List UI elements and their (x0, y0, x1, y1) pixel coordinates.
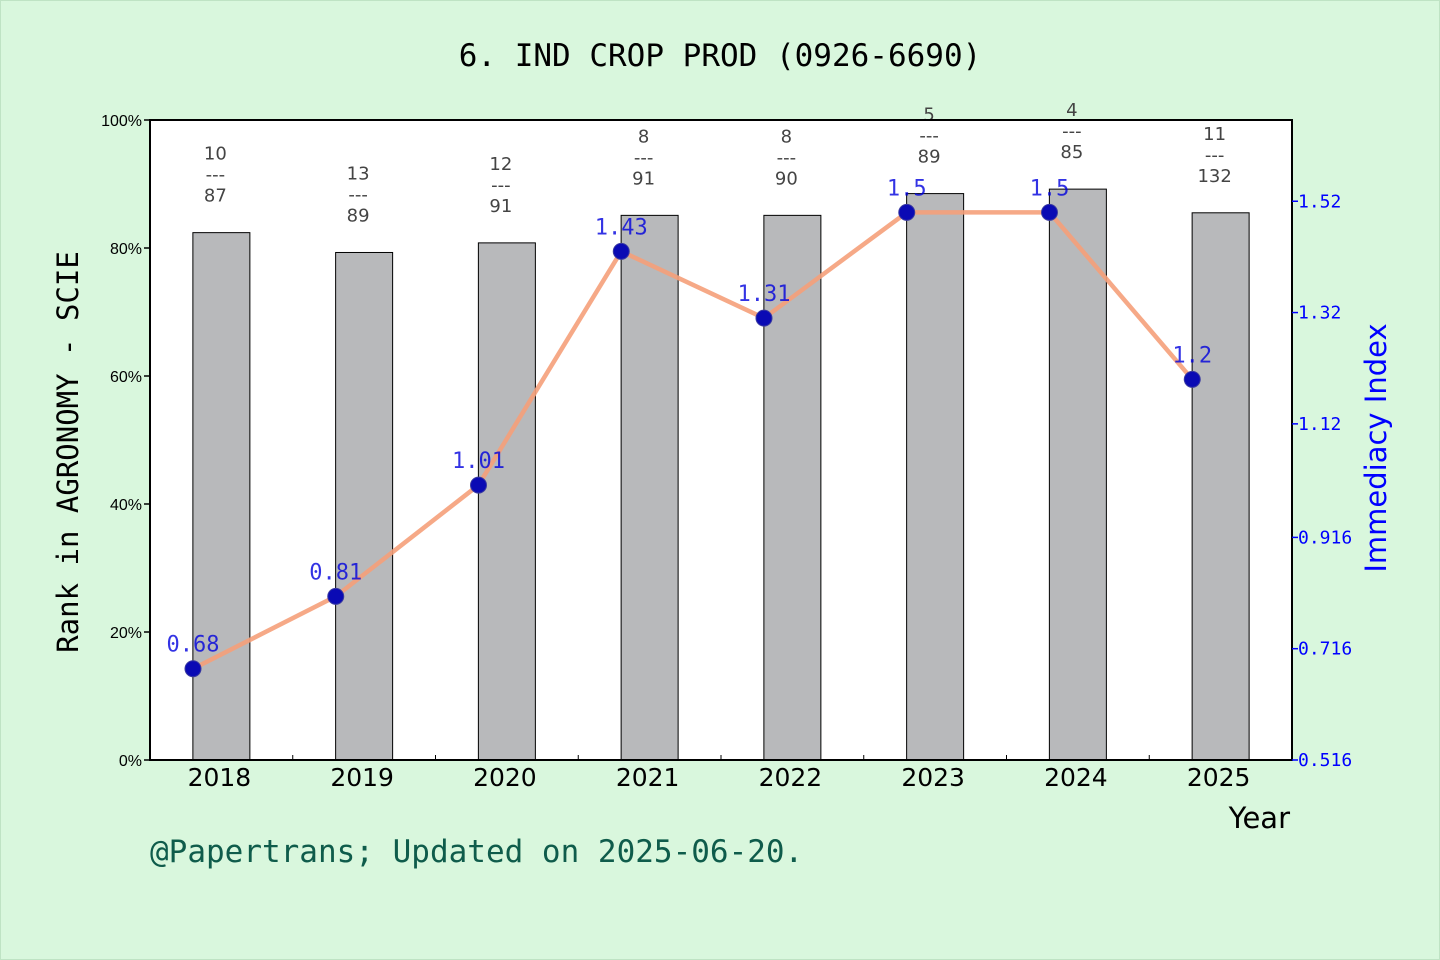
rank-total-2024: 85 (1060, 142, 1083, 163)
immediacy-labels: 0.68 0.81 1.01 1.43 1.31 1.5 1.5 1.2 (167, 176, 1213, 657)
line-series (191, 210, 1194, 671)
immediacy-label-2019: 0.81 (309, 560, 362, 585)
x-tick-label-2025: 2025 (1187, 763, 1251, 792)
rank-total-2019: 89 (347, 205, 370, 226)
rank-label-2021: 8 (638, 126, 649, 147)
bar-2019 (335, 251, 394, 761)
rank-label-2018: 10 (204, 144, 227, 165)
rank-separator-2022: --- (777, 147, 797, 168)
rank-label-2025: 11 (1203, 124, 1226, 145)
right-tick-label: 0.716 (1298, 639, 1352, 660)
rank-separator-2021: --- (634, 147, 654, 168)
rank-total-2021: 91 (632, 168, 655, 189)
rank-separator-2024: --- (1062, 121, 1082, 142)
x-tick-label-2020: 2020 (473, 763, 537, 792)
point-2021 (612, 242, 630, 260)
rank-total-2022: 90 (775, 168, 798, 189)
point-2025 (1183, 370, 1201, 388)
x-axis: 2018 2019 2020 2021 2022 2023 2024 2025 (188, 755, 1251, 792)
rank-label-2019: 13 (347, 163, 370, 184)
right-tick-label: 0.916 (1298, 527, 1352, 548)
line-points (184, 203, 1201, 678)
x-tick-label-2022: 2022 (759, 763, 823, 792)
rank-label-2024: 4 (1066, 100, 1077, 121)
rank-total-2020: 91 (489, 196, 512, 217)
immediacy-label-2024: 1.5 (1030, 176, 1070, 201)
rank-label-2023: 5 (923, 105, 934, 126)
right-tick-label: 1.52 (1298, 191, 1341, 212)
x-tick-label-2018: 2018 (188, 763, 252, 792)
immediacy-label-2025: 1.2 (1172, 343, 1212, 368)
point-2019 (327, 587, 345, 605)
rank-label-2022: 8 (781, 126, 792, 147)
immediacy-label-2023: 1.5 (887, 176, 927, 201)
rank-separator-2019: --- (348, 184, 368, 205)
right-axis: 0.516 0.716 0.916 1.12 1.32 1.52 (1292, 191, 1352, 771)
left-axis: 0% 20% 40% 60% 80% 100% (101, 113, 150, 770)
rank-separator-2018: --- (206, 165, 226, 186)
rank-separator-2023: --- (919, 126, 939, 147)
immediacy-label-2021: 1.43 (595, 215, 648, 240)
immediacy-label-2020: 1.01 (452, 449, 505, 474)
bar-2025 (1191, 212, 1250, 761)
y2-axis-label: Immediacy Index (1359, 323, 1393, 572)
left-tick-label: 60% (110, 369, 142, 386)
x-tick-label-2021: 2021 (616, 763, 680, 792)
point-2020 (470, 476, 487, 494)
left-tick-label: 0% (119, 753, 142, 770)
plot-area (150, 120, 1292, 760)
rank-total-2018: 87 (204, 186, 227, 207)
chart-title: 6. IND CROP PROD (0926-6690) (459, 38, 982, 74)
point-2023 (898, 203, 916, 221)
x-tick-label-2023: 2023 (901, 763, 965, 792)
x-tick-label-2024: 2024 (1044, 763, 1108, 792)
rank-label-2020: 12 (489, 154, 512, 175)
rank-labels: 10---8713---8912---918---918---905---894… (204, 100, 1232, 226)
rank-total-2023: 89 (918, 147, 941, 168)
y-axis-label: Rank in AGRONOMY - SCIE (51, 251, 85, 653)
footer-credit: @Papertrans; Updated on 2025-06-20. (150, 834, 804, 870)
right-tick-label: 1.12 (1298, 414, 1341, 435)
bar-2020 (477, 242, 536, 761)
rank-separator-2020: --- (491, 175, 511, 196)
immediacy-line (191, 210, 1194, 671)
bar-2018 (192, 232, 251, 761)
x-axis-label: Year (1228, 801, 1290, 835)
point-2022 (755, 309, 773, 327)
left-tick-label: 80% (110, 241, 142, 258)
immediacy-label-2022: 1.31 (738, 282, 791, 307)
bar-2021 (620, 214, 679, 761)
rank-separator-2025: --- (1205, 145, 1225, 166)
left-tick-label: 20% (110, 625, 142, 642)
rank-total-2025: 132 (1197, 166, 1231, 187)
point-2018 (184, 660, 202, 678)
bar-2024 (1048, 188, 1107, 761)
left-tick-label: 40% (110, 497, 142, 514)
x-tick-label-2019: 2019 (330, 763, 394, 792)
point-2024 (1041, 203, 1058, 221)
right-tick-label: 1.32 (1298, 303, 1341, 324)
bar-2023 (906, 193, 965, 761)
right-tick-label: 0.516 (1298, 750, 1352, 771)
left-tick-label: 100% (101, 113, 142, 130)
immediacy-label-2018: 0.68 (167, 633, 220, 658)
